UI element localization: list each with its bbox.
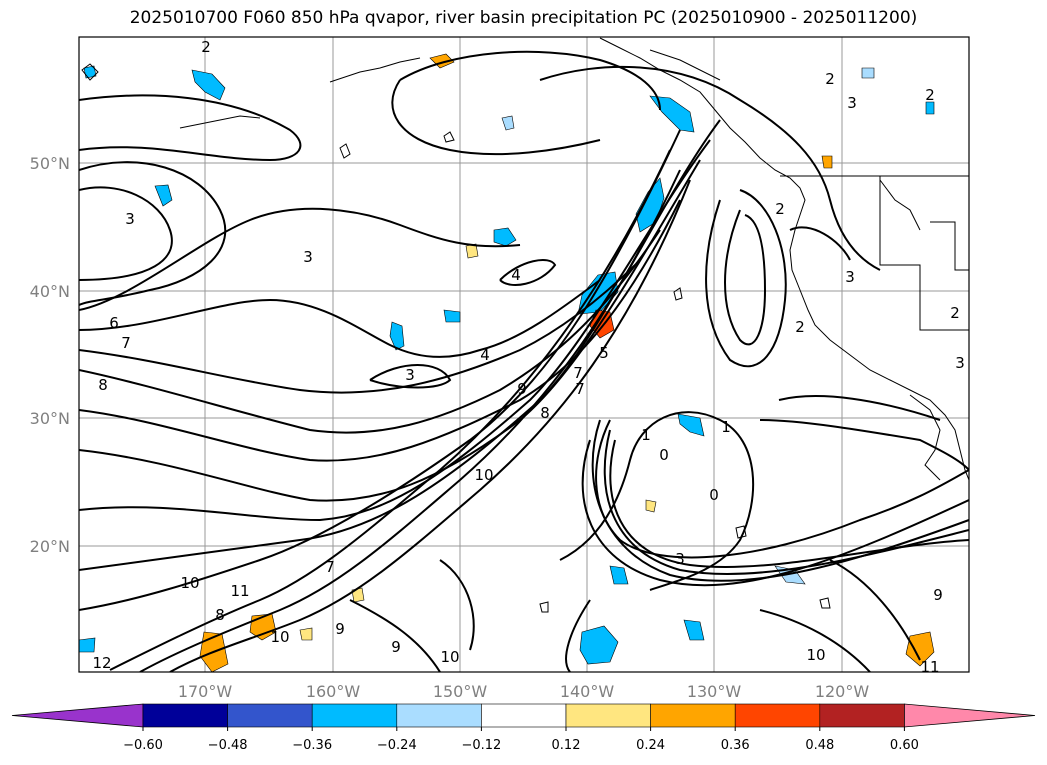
colorbar bbox=[11, 703, 1036, 728]
pc-zero-contours bbox=[81, 63, 831, 613]
colorbar-segment bbox=[650, 703, 736, 728]
contour-value-label: 4 bbox=[511, 266, 521, 284]
lon-label-140w: 140°W bbox=[560, 682, 615, 701]
contour-value-label: 9 bbox=[391, 638, 401, 656]
colorbar-tick-label: −0.60 bbox=[123, 738, 163, 753]
lat-label-20n: 20°N bbox=[30, 537, 70, 556]
contour-value-label: 2 bbox=[950, 304, 960, 322]
qvapor-contours bbox=[79, 50, 969, 672]
colorbar-tick-label: −0.36 bbox=[292, 738, 332, 753]
coastlines bbox=[179, 37, 969, 481]
lat-label-30n: 30°N bbox=[30, 409, 70, 428]
contour-value-label: 6 bbox=[109, 314, 119, 332]
colorbar-segment bbox=[396, 703, 482, 728]
colorbar-segment bbox=[819, 703, 905, 728]
contour-value-label: 8 bbox=[215, 606, 225, 624]
contour-value-label: 11 bbox=[230, 582, 249, 600]
colorbar-tick-label: 0.48 bbox=[805, 738, 834, 753]
contour-value-label: 2 bbox=[795, 318, 805, 336]
contour-value-label: 10 bbox=[440, 648, 459, 666]
colorbar-segment bbox=[142, 703, 228, 728]
latitude-labels: 50°N 40°N 30°N 20°N bbox=[30, 154, 70, 556]
colorbar-tick-label: 0.24 bbox=[636, 738, 665, 753]
contour-value-label: 10 bbox=[474, 466, 493, 484]
colorbar-segment bbox=[311, 703, 398, 728]
contour-value-label: 3 bbox=[405, 366, 415, 384]
lon-label-170w: 170°W bbox=[178, 682, 233, 701]
colorbar-segment bbox=[481, 703, 567, 728]
map-title: 2025010700 F060 850 hPa qvapor, river ba… bbox=[129, 8, 918, 28]
lon-label-120w: 120°W bbox=[815, 682, 870, 701]
lon-label-160w: 160°W bbox=[306, 682, 361, 701]
contour-value-label: 12 bbox=[92, 654, 111, 672]
contour-value-label: 3 bbox=[675, 550, 685, 568]
contour-value-label: 1 bbox=[721, 418, 731, 436]
contour-value-label: 3 bbox=[845, 268, 855, 286]
contour-value-label: 9 bbox=[933, 586, 943, 604]
contour-value-label: 7 bbox=[575, 380, 585, 398]
lat-label-50n: 50°N bbox=[30, 154, 70, 173]
colorbar-segment bbox=[227, 703, 313, 728]
contour-value-label: 2 bbox=[775, 200, 785, 218]
contour-value-label: 7 bbox=[573, 364, 583, 382]
colorbar-tick-label: −0.24 bbox=[377, 738, 417, 753]
colorbar-tick-label: −0.48 bbox=[208, 738, 248, 753]
contour-value-label: 9 bbox=[517, 380, 527, 398]
contour-value-label: 7 bbox=[325, 558, 335, 576]
contour-value-label: 8 bbox=[540, 404, 550, 422]
contour-value-label: 9 bbox=[335, 620, 345, 638]
contour-value-label: 10 bbox=[270, 628, 289, 646]
contour-value-label: 2 bbox=[201, 38, 211, 56]
colorbar-tick-label: −0.12 bbox=[461, 738, 501, 753]
contour-value-label: 1 bbox=[641, 426, 651, 444]
contour-value-label: 3 bbox=[955, 354, 965, 372]
colorbar-ticks: −0.60 −0.48 −0.36 −0.24 −0.12 0.12 0.24 0.36 0.4… bbox=[123, 727, 919, 753]
lon-label-130w: 130°W bbox=[687, 682, 742, 701]
map-frame bbox=[78, 36, 970, 673]
contour-value-label: 8 bbox=[98, 376, 108, 394]
colorbar-extend-low bbox=[11, 703, 144, 728]
lon-label-150w: 150°W bbox=[433, 682, 488, 701]
grid-lines bbox=[79, 37, 969, 672]
contour-value-label: 0 bbox=[659, 446, 669, 464]
colorbar-tick-label: 0.36 bbox=[721, 738, 750, 753]
contour-value-label: 3 bbox=[303, 248, 313, 266]
contour-value-label: 2 bbox=[925, 86, 935, 104]
longitude-labels: 170°W 160°W 150°W 140°W 130°W 120°W bbox=[178, 682, 870, 701]
colorbar-tick-label: 0.12 bbox=[552, 738, 581, 753]
precip-pc-fill bbox=[79, 53, 935, 672]
contour-value-label: 10 bbox=[180, 574, 199, 592]
colorbar-tick-label: 0.60 bbox=[890, 738, 919, 753]
lat-label-40n: 40°N bbox=[30, 282, 70, 301]
contour-value-label: 5 bbox=[599, 344, 609, 362]
contour-value-label: 0 bbox=[709, 486, 719, 504]
colorbar-segment bbox=[734, 703, 821, 728]
contour-value-label: 11 bbox=[920, 658, 939, 676]
colorbar-segment bbox=[565, 703, 651, 728]
contour-value-label: 3 bbox=[847, 94, 857, 112]
contour-value-label: 2 bbox=[825, 70, 835, 88]
contour-value-label: 3 bbox=[125, 210, 135, 228]
colorbar-extend-high bbox=[904, 703, 1036, 728]
contour-value-label: 10 bbox=[806, 646, 825, 664]
contour-value-label: 7 bbox=[121, 334, 131, 352]
contour-value-label: 4 bbox=[480, 346, 490, 364]
